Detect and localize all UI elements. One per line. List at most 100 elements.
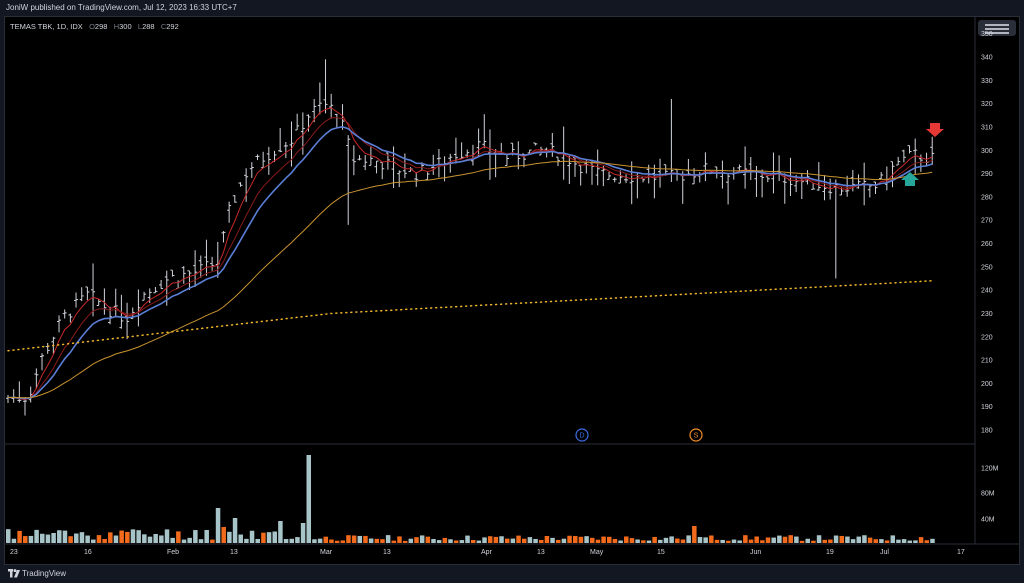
volume-bar: [930, 538, 935, 543]
volume-bar: [425, 536, 431, 543]
volume-bar: [845, 536, 850, 543]
volume-bar: [164, 529, 170, 543]
volume-bar: [709, 535, 714, 543]
chart-menu-button[interactable]: [978, 20, 1016, 36]
volume-bar: [210, 539, 215, 543]
volume-bar: [181, 539, 187, 543]
volume-bar: [17, 530, 22, 543]
time-axis-label: 19: [826, 549, 834, 556]
volume-bar: [624, 536, 629, 543]
price-axis-label: 240: [981, 288, 993, 295]
volume-bar: [652, 536, 657, 543]
volume-bar: [346, 535, 351, 543]
volume-bar: [329, 539, 334, 543]
volume-bar: [890, 535, 896, 543]
volume-bar: [493, 536, 499, 543]
volume-bar: [584, 536, 589, 543]
volume-bar: [777, 535, 782, 543]
volume-bar: [295, 537, 300, 543]
volume-bar: [368, 538, 374, 543]
volume-bar: [686, 535, 691, 543]
symbol-name: TEMAS TBK, 1D, IDX: [10, 22, 83, 31]
volume-bar: [470, 540, 476, 543]
low-value: 288: [142, 22, 155, 31]
price-axis-label: 330: [981, 78, 993, 85]
volume-bar: [244, 538, 249, 543]
price-axis-label: 200: [981, 381, 993, 388]
volume-bar: [692, 526, 697, 543]
volume-bar: [720, 539, 725, 543]
volume-bar: [726, 540, 731, 543]
close-label: C: [160, 22, 167, 31]
volume-bar: [828, 539, 833, 543]
volume-bar: [635, 539, 640, 543]
volume-bar: [833, 535, 839, 543]
volume-bar: [669, 536, 674, 543]
volume-bar: [221, 527, 226, 543]
menu-icon-line: [985, 28, 1009, 30]
split-marker-icon: [689, 428, 703, 442]
volume-bar: [743, 535, 748, 543]
volume-bar: [385, 535, 391, 543]
volume-bar: [465, 535, 470, 543]
volume-bar: [249, 530, 255, 543]
volume-bar: [839, 535, 844, 543]
time-axis-label: 13: [537, 549, 545, 556]
time-axis-label: 13: [383, 549, 391, 556]
volume-bar: [918, 537, 924, 543]
volume-bar: [306, 455, 312, 543]
volume-bar: [658, 539, 663, 543]
symbol-legend: TEMAS TBK, 1D, IDX O298 H300 L288 C292: [10, 22, 179, 31]
volume-bar: [578, 536, 584, 543]
time-axis-label: Mar: [320, 549, 333, 556]
volume-axis-label: 80M: [981, 491, 995, 498]
tradingview-logo-icon: [8, 569, 20, 578]
volume-bar: [323, 536, 329, 543]
price-axis-label: 210: [981, 358, 993, 365]
volume-bar: [448, 539, 453, 543]
price-axis-label: 270: [981, 218, 993, 225]
volume-bar: [147, 536, 153, 543]
volume-bar: [408, 538, 414, 543]
volume-bar: [573, 536, 578, 543]
volume-bar: [675, 538, 680, 543]
dividend-marker-icon: [575, 428, 589, 442]
volume-bar: [601, 536, 606, 543]
volume-bar: [527, 537, 533, 543]
volume-bar: [799, 540, 805, 543]
volume-bar: [113, 535, 119, 543]
volume-bar: [748, 539, 754, 543]
volume-bar: [176, 531, 181, 543]
volume-bar: [272, 531, 277, 543]
volume-bar: [555, 539, 561, 543]
volume-bar: [153, 533, 158, 543]
volume-bar: [6, 529, 11, 543]
menu-icon-line: [985, 32, 1009, 34]
high-label: H: [113, 22, 120, 31]
volume-bar: [419, 535, 425, 543]
volume-bar: [794, 536, 799, 543]
volume-bar: [924, 540, 930, 543]
volume-bar: [788, 535, 793, 543]
volume-bar: [901, 539, 907, 543]
volume-bar: [187, 537, 192, 543]
volume-bar: [913, 540, 918, 543]
volume-bar: [697, 537, 703, 543]
time-axis-label: 13: [230, 549, 238, 556]
volume-bar: [816, 535, 822, 543]
volume-bar: [453, 540, 459, 543]
footer-bar: TradingView: [0, 565, 1024, 583]
ema-blue-line: [8, 125, 933, 400]
volume-bar: [340, 540, 346, 543]
volume-bar: [300, 523, 306, 543]
volume-bar: [79, 532, 85, 543]
volume-bar: [28, 535, 34, 543]
volume-bar: [646, 540, 652, 543]
volume-bar: [907, 540, 913, 543]
volume-axis-label: 40M: [981, 517, 995, 524]
time-axis-label: May: [590, 549, 604, 556]
menu-icon-line: [985, 24, 1009, 26]
volume-bar: [811, 540, 816, 543]
volume-bar: [334, 540, 340, 543]
